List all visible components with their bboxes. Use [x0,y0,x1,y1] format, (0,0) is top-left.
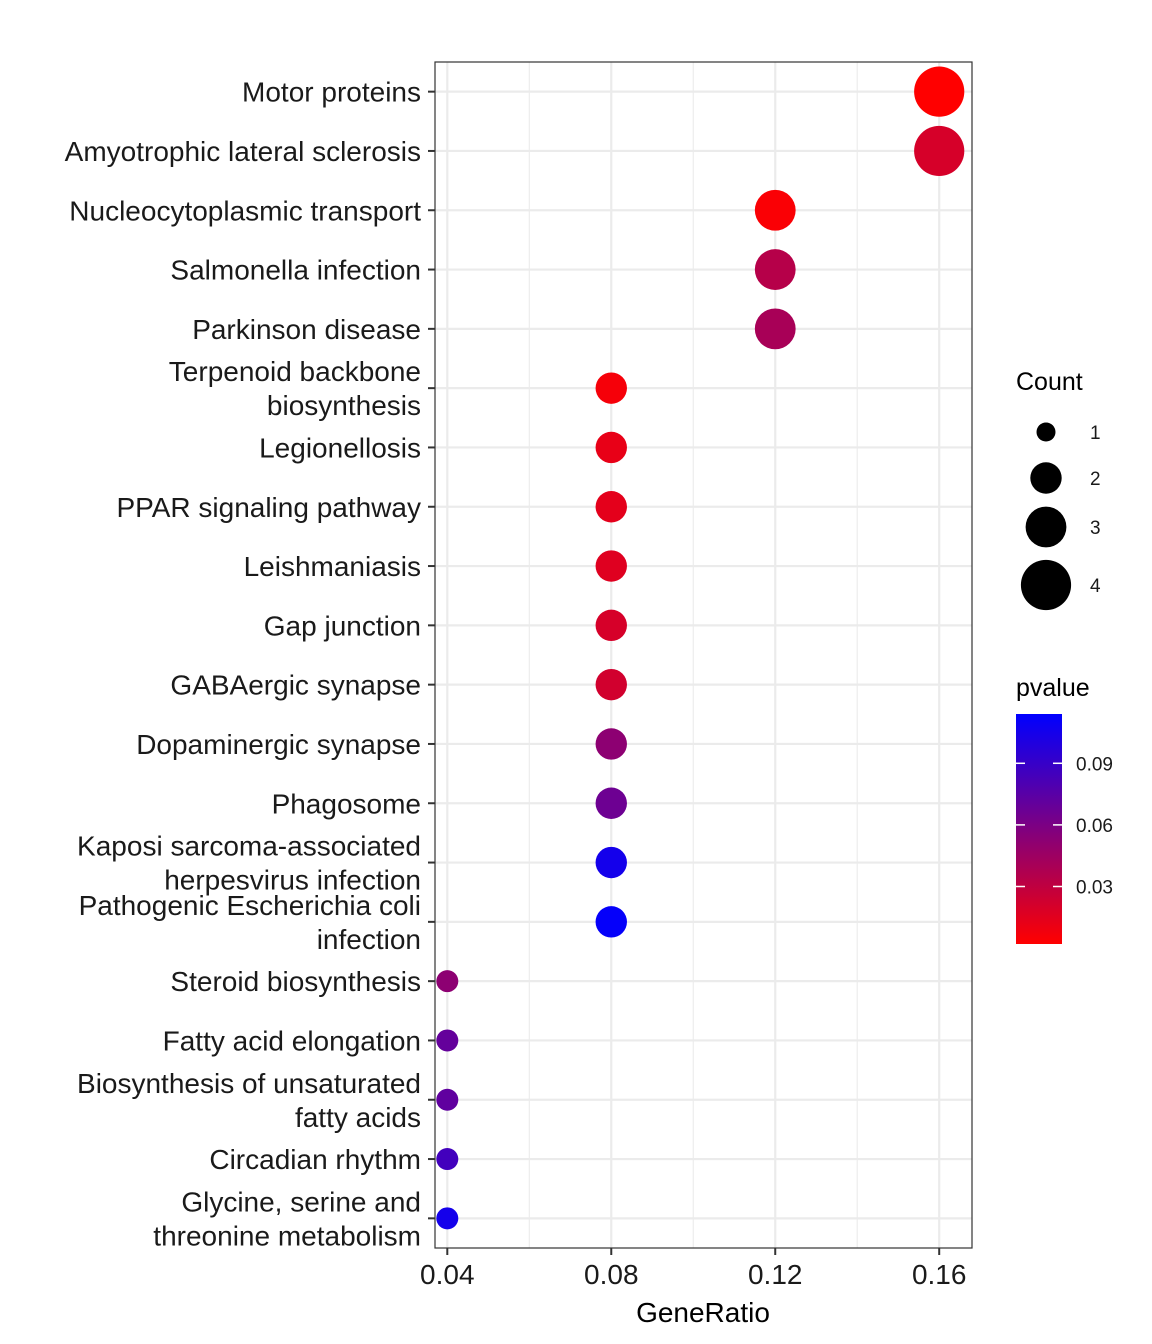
y-tick-label: Phagosome [272,788,421,819]
data-point [595,609,627,642]
y-tick-label: PPAR signaling pathway [116,492,421,523]
x-axis: 0.04 0.08 0.12 0.16 [420,1248,966,1290]
data-point [595,550,627,582]
y-tick-label-line: Legionellosis [259,432,421,463]
data-point [436,970,459,993]
y-tick-label: Circadian rhythm [209,1144,421,1175]
y-tick-label-line: infection [317,924,421,955]
data-point [914,66,965,117]
y-tick-label: Nucleocytoplasmic transport [69,195,421,226]
y-tick-label-line: fatty acids [295,1102,421,1133]
y-tick-label: Leishmaniasis [244,551,421,582]
data-point [436,1207,459,1230]
y-tick-label-line: Motor proteins [242,77,421,108]
y-tick-label-line: Terpenoid backbone [169,356,421,387]
y-tick-label: Legionellosis [259,432,421,463]
data-point [595,846,627,879]
y-tick-label-line: Glycine, serine and [181,1186,421,1217]
data-point [595,728,627,760]
y-tick-label-line: Phagosome [272,788,421,819]
y-tick-label: Steroid biosynthesis [170,966,421,997]
grid-lines [435,62,972,1248]
y-tick-label-line: threonine metabolism [153,1220,421,1251]
pvalue-legend-label: 0.09 [1076,754,1113,775]
data-point [436,1029,459,1052]
y-tick-label: Pathogenic Escherichia coli infection [79,890,421,955]
y-tick-label: Biosynthesis of unsaturated fatty acids [77,1068,421,1133]
y-tick-label: Amyotrophic lateral sclerosis [65,136,421,167]
y-tick-label: Parkinson disease [192,314,421,345]
pvalue-legend-label: 0.03 [1076,878,1113,899]
pvalue-legend-label: 0.06 [1076,816,1113,837]
x-tick-label: 0.16 [912,1259,967,1290]
x-axis-title: GeneRatio [636,1297,770,1328]
y-tick-label-line: Gap junction [264,610,421,641]
count-legend-label: 4 [1090,576,1101,597]
y-tick-label-line: GABAergic synapse [170,670,421,701]
count-legend-label: 1 [1090,423,1101,444]
y-tick-label-line: Kaposi sarcoma-associated [77,831,421,862]
data-point [595,906,627,938]
data-point [754,308,796,350]
count-legend-label: 2 [1090,469,1101,490]
data-points [436,66,965,1230]
data-point [436,1148,459,1171]
y-tick-label-line: Biosynthesis of unsaturated [77,1068,421,1099]
y-tick-label: Terpenoid backbone biosynthesis [169,356,421,421]
data-point [754,189,796,231]
y-tick-label: GABAergic synapse [170,670,421,701]
count-legend: Count 1 2 3 4 [1016,368,1101,611]
count-legend-key [1025,506,1067,548]
data-point [595,787,627,819]
plot-panel [435,62,972,1248]
x-tick-label: 0.08 [584,1259,639,1290]
pvalue-legend: pvalue 0.03 0.06 0.09 [1016,674,1113,944]
y-tick-label-line: Circadian rhythm [209,1144,421,1175]
data-point [595,372,627,404]
y-tick-label: Gap junction [264,610,421,641]
y-tick-label-line: Amyotrophic lateral sclerosis [65,136,421,167]
y-tick-label-line: PPAR signaling pathway [116,492,421,523]
count-legend-key [1030,462,1062,494]
y-tick-label-line: biosynthesis [267,390,421,421]
y-tick-label-line: Salmonella infection [170,255,421,286]
pvalue-colorbar [1016,714,1062,944]
data-point [595,668,627,701]
count-legend-key [1036,422,1056,442]
x-tick-label: 0.04 [420,1259,475,1290]
count-legend-label: 3 [1090,518,1101,539]
panel-border [434,61,973,1249]
y-axis: Motor proteins Amyotrophic lateral sclero… [65,77,435,1251]
panel-border-rect [434,61,973,1249]
y-tick-label: Glycine, serine and threonine metabolism [153,1186,421,1251]
data-point [595,491,627,523]
y-tick-label-line: Leishmaniasis [244,551,421,582]
y-tick-label-line: Nucleocytoplasmic transport [69,195,421,226]
data-point [754,249,796,290]
y-tick-label-line: Pathogenic Escherichia coli [79,890,421,921]
pvalue-legend-title: pvalue [1016,674,1090,702]
panel-background [435,62,972,1248]
y-tick-label-line: Dopaminergic synapse [136,729,421,760]
data-point [914,125,965,177]
y-tick-label-line: herpesvirus infection [164,865,421,896]
y-tick-label-line: Steroid biosynthesis [170,966,421,997]
y-tick-label: Motor proteins [242,77,421,108]
y-tick-label-line: Fatty acid elongation [163,1025,421,1056]
y-tick-label: Salmonella infection [170,255,421,286]
x-tick-label: 0.12 [748,1259,803,1290]
count-legend-title: Count [1016,368,1083,396]
y-tick-label-line: Parkinson disease [192,314,421,345]
data-point [595,431,627,464]
data-point [436,1088,459,1111]
y-tick-label: Fatty acid elongation [163,1025,421,1056]
count-legend-key [1020,559,1072,611]
y-tick-label: Dopaminergic synapse [136,729,421,760]
y-tick-label: Kaposi sarcoma-associated herpesvirus inf… [77,831,421,896]
